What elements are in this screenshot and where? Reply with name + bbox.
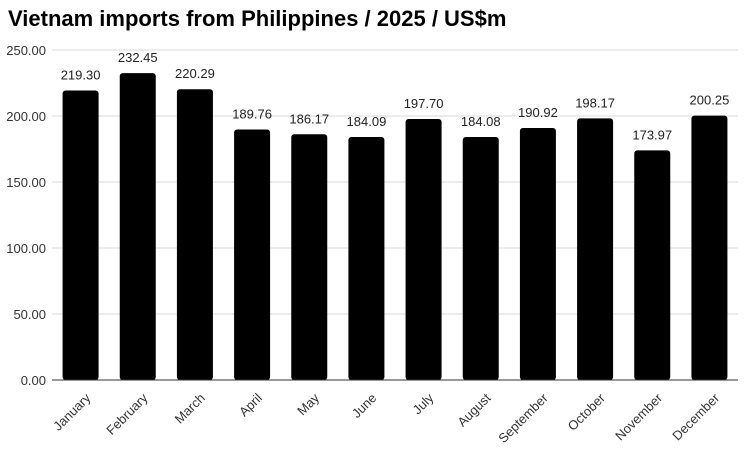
bar-september xyxy=(519,127,556,381)
bar-april xyxy=(234,129,271,380)
y-axis-ticks: 0.00 50.00 100.00 150.00 200.00 250.00 xyxy=(6,43,46,388)
y-tick-label: 0.00 xyxy=(21,373,46,388)
data-labels: 219.30 232.45 220.29 189.76 186.17 184.09 197.… xyxy=(61,50,730,142)
data-label: 200.25 xyxy=(690,93,730,108)
data-label: 197.70 xyxy=(404,96,444,111)
x-tick-label: October xyxy=(565,390,609,434)
data-label: 219.30 xyxy=(61,68,101,83)
bar-december xyxy=(691,115,728,381)
bar-february xyxy=(119,73,156,380)
data-label: 184.09 xyxy=(347,114,387,129)
x-tick-label: May xyxy=(294,390,322,418)
bar-june xyxy=(348,137,385,380)
x-tick-label: January xyxy=(50,390,94,434)
y-tick-label: 150.00 xyxy=(6,175,46,190)
x-tick-label: February xyxy=(103,390,151,438)
bar-may xyxy=(291,134,328,380)
bar-october xyxy=(577,118,614,381)
data-label: 198.17 xyxy=(575,95,615,110)
data-label: 173.97 xyxy=(632,127,672,142)
bar-march xyxy=(176,89,213,381)
data-label: 190.92 xyxy=(518,105,558,120)
y-tick-label: 100.00 xyxy=(6,241,46,256)
x-tick-label: December xyxy=(669,390,722,443)
x-tick-label: April xyxy=(236,390,265,419)
bar-november xyxy=(634,150,671,380)
chart-title: Vietnam imports from Philippines / 2025 … xyxy=(8,6,507,31)
data-label: 189.76 xyxy=(232,107,272,122)
data-label: 232.45 xyxy=(118,50,158,65)
y-tick-label: 200.00 xyxy=(6,109,46,124)
y-tick-label: 250.00 xyxy=(6,43,46,58)
y-tick-label: 50.00 xyxy=(13,307,46,322)
data-label: 186.17 xyxy=(289,111,329,126)
bar-january xyxy=(62,90,99,381)
x-tick-label: June xyxy=(349,390,380,421)
x-axis-ticks: January February March April May June July Augu… xyxy=(50,390,723,446)
x-tick-label: August xyxy=(454,390,493,429)
x-tick-label: March xyxy=(172,390,208,426)
x-tick-label: July xyxy=(410,390,437,417)
bar-july xyxy=(405,119,442,380)
x-tick-label: September xyxy=(495,390,551,446)
bars xyxy=(62,73,728,381)
data-label: 220.29 xyxy=(175,66,215,81)
gridlines xyxy=(52,49,738,315)
bar-august xyxy=(462,137,499,380)
data-label: 184.08 xyxy=(461,114,501,129)
x-tick-label: November xyxy=(612,390,665,443)
